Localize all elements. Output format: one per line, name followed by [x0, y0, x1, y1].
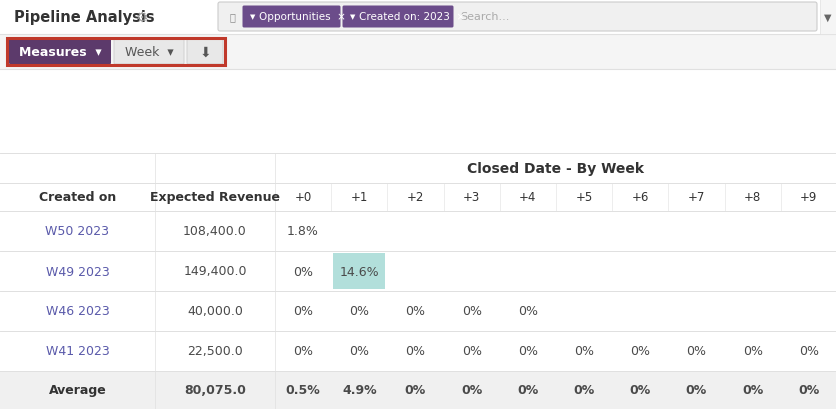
Bar [0, 371, 836, 409]
Text: 1.8%: 1.8% [287, 225, 319, 238]
Text: Average: Average [48, 384, 106, 397]
Text: 0%: 0% [405, 345, 425, 357]
FancyBboxPatch shape [242, 7, 340, 29]
Text: 0%: 0% [517, 384, 538, 397]
Bar [333, 254, 385, 289]
Text: Search...: Search... [460, 12, 509, 22]
Text: +4: +4 [518, 191, 536, 204]
Text: 0.5%: 0.5% [285, 384, 320, 397]
Text: ⬇: ⬇ [199, 45, 211, 59]
Text: 149,400.0: 149,400.0 [183, 265, 247, 278]
Text: 0%: 0% [405, 384, 426, 397]
FancyBboxPatch shape [342, 7, 453, 29]
Text: Created on: 2023  ×: Created on: 2023 × [359, 12, 465, 22]
FancyBboxPatch shape [217, 3, 816, 32]
Text: 0%: 0% [685, 384, 706, 397]
Text: 🔍: 🔍 [230, 12, 236, 22]
Text: 0%: 0% [629, 384, 650, 397]
Text: 0%: 0% [349, 345, 369, 357]
Text: W49 2023: W49 2023 [46, 265, 110, 278]
Bar [0, 35, 836, 70]
Text: 0%: 0% [742, 384, 762, 397]
Text: Closed Date - By Week: Closed Date - By Week [467, 162, 644, 175]
Text: 14.6%: 14.6% [339, 265, 379, 278]
Text: 0%: 0% [517, 345, 538, 357]
Text: +1: +1 [350, 191, 368, 204]
Text: ⚙: ⚙ [135, 11, 148, 25]
Text: 0%: 0% [349, 305, 369, 318]
Text: 0%: 0% [293, 305, 313, 318]
Text: 0%: 0% [517, 305, 538, 318]
Text: Measures  ▾: Measures ▾ [18, 46, 101, 59]
Text: 0%: 0% [798, 384, 818, 397]
Bar [819, 0, 836, 35]
Text: +8: +8 [743, 191, 761, 204]
Text: +9: +9 [799, 191, 817, 204]
Text: 40,000.0: 40,000.0 [186, 305, 242, 318]
Text: +6: +6 [631, 191, 648, 204]
Bar [7, 39, 225, 66]
Text: 0%: 0% [405, 305, 425, 318]
Text: 4.9%: 4.9% [342, 384, 376, 397]
Text: 0%: 0% [293, 265, 313, 278]
Text: 0%: 0% [742, 345, 762, 357]
Text: 22,500.0: 22,500.0 [187, 345, 242, 357]
Text: 0%: 0% [293, 345, 313, 357]
Text: 0%: 0% [461, 305, 482, 318]
FancyBboxPatch shape [114, 40, 184, 65]
Text: 0%: 0% [461, 345, 482, 357]
Text: W50 2023: W50 2023 [45, 225, 110, 238]
FancyBboxPatch shape [9, 40, 111, 65]
Text: Created on: Created on [38, 191, 116, 204]
Text: 108,400.0: 108,400.0 [183, 225, 247, 238]
Text: ▼: ▼ [823, 12, 831, 22]
Text: 0%: 0% [686, 345, 706, 357]
Bar [0, 0, 836, 35]
Text: Pipeline Analysis: Pipeline Analysis [14, 10, 155, 25]
Text: W46 2023: W46 2023 [46, 305, 110, 318]
FancyBboxPatch shape [186, 40, 222, 65]
Text: 0%: 0% [573, 345, 594, 357]
Text: Opportunities  ×: Opportunities × [258, 12, 345, 22]
Text: +0: +0 [294, 191, 311, 204]
Text: 0%: 0% [630, 345, 650, 357]
Text: +5: +5 [575, 191, 592, 204]
Bar [0, 70, 836, 409]
Text: 0%: 0% [461, 384, 482, 397]
Text: +2: +2 [406, 191, 424, 204]
Text: +3: +3 [462, 191, 480, 204]
Text: W41 2023: W41 2023 [46, 345, 110, 357]
Text: Expected Revenue: Expected Revenue [150, 191, 280, 204]
Text: 0%: 0% [573, 384, 594, 397]
Text: +7: +7 [687, 191, 705, 204]
Text: 0%: 0% [798, 345, 818, 357]
Text: ▼: ▼ [349, 14, 355, 20]
Text: Week  ▾: Week ▾ [125, 46, 173, 59]
Text: ▼: ▼ [250, 14, 255, 20]
Text: 80,075.0: 80,075.0 [184, 384, 246, 397]
